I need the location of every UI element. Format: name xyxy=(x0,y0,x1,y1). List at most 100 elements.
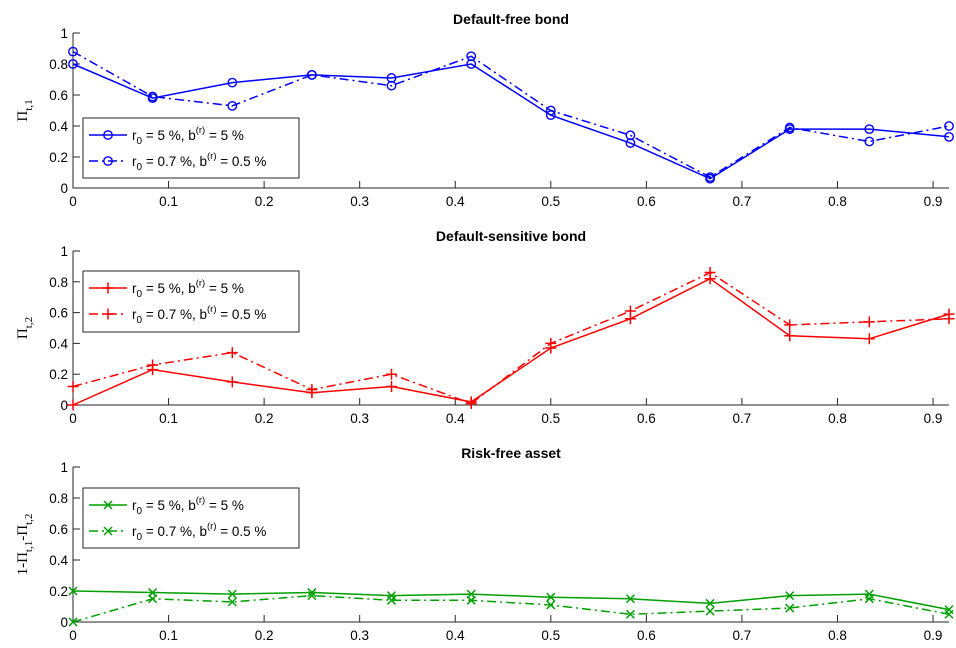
y-axis-label: Πt,1 xyxy=(15,99,35,121)
data-point xyxy=(625,609,635,619)
x-tick-label: 0.9 xyxy=(924,628,943,643)
legend-box xyxy=(82,270,300,333)
data-point xyxy=(67,381,79,393)
y-tick-label: 0 xyxy=(60,615,68,630)
x-tick-label: 0.9 xyxy=(924,194,943,209)
y-tick-label: 0.6 xyxy=(49,88,68,103)
legend: r0 = 5 %, b(r) = 5 % r0 = 0.7 %, b(r) = 0… xyxy=(82,270,300,333)
data-point xyxy=(784,122,795,133)
chart-title: Risk-free asset xyxy=(461,445,561,461)
data-point xyxy=(466,51,477,62)
x-tick-label: 0 xyxy=(69,628,77,643)
data-point xyxy=(864,136,875,147)
y-tick-label: 0.2 xyxy=(49,367,68,382)
series-dashdot xyxy=(67,267,955,409)
legend-label: r0 = 5 %, b(r) = 5 % xyxy=(132,278,244,300)
x-tick-label: 0.1 xyxy=(159,194,178,209)
data-point xyxy=(545,105,556,116)
data-point xyxy=(68,59,78,69)
x-tick-label: 0.5 xyxy=(541,411,560,426)
data-point xyxy=(103,500,113,510)
x-tick-label: 0.1 xyxy=(159,411,178,426)
data-point xyxy=(227,77,238,88)
x-tick-label: 0.5 xyxy=(541,628,560,643)
x-tick-label: 0.4 xyxy=(446,411,465,426)
x-tick-label: 0.6 xyxy=(637,411,656,426)
x-tick-label: 0.3 xyxy=(350,411,369,426)
data-point xyxy=(227,589,237,599)
data-point xyxy=(785,591,795,601)
legend: r0 = 5 %, b(r) = 5 % r0 = 0.7 %, b(r) = 0… xyxy=(82,117,300,179)
data-point xyxy=(466,595,476,605)
data-point xyxy=(944,131,954,142)
x-tick-label: 0.2 xyxy=(255,628,274,643)
y-tick-label: 0.4 xyxy=(49,119,68,134)
x-tick-label: 0.3 xyxy=(350,194,369,209)
y-tick-label: 0.2 xyxy=(49,150,68,165)
data-point xyxy=(864,124,875,135)
data-point xyxy=(944,121,954,131)
series-solid xyxy=(68,586,954,615)
chart-title: Default-free bond xyxy=(453,11,569,27)
legend-box xyxy=(82,117,300,179)
series-dashdot xyxy=(68,591,954,627)
data-point xyxy=(68,46,78,57)
y-tick-label: 0.6 xyxy=(49,306,68,321)
data-point xyxy=(784,330,796,342)
y-tick-label: 1 xyxy=(60,244,68,259)
x-tick-label: 0.6 xyxy=(637,194,656,209)
data-point xyxy=(944,609,954,619)
y-axis-label: Πt,2 xyxy=(15,317,35,339)
data-point xyxy=(705,606,715,616)
data-point xyxy=(625,130,636,141)
data-point xyxy=(148,594,158,604)
x-tick-label: 0 xyxy=(69,411,77,426)
data-point xyxy=(386,381,398,393)
data-point xyxy=(624,305,636,317)
data-point xyxy=(864,594,874,604)
legend: r0 = 5 %, b(r) = 5 % r0 = 0.7 %, b(r) = 0… xyxy=(82,487,300,549)
data-point xyxy=(103,130,113,140)
data-point xyxy=(785,603,795,613)
x-tick-label: 0.3 xyxy=(350,628,369,643)
data-point xyxy=(226,376,238,388)
x-tick-label: 0.6 xyxy=(637,628,656,643)
data-point xyxy=(307,588,317,598)
y-tick-label: 0.6 xyxy=(49,522,68,537)
data-point xyxy=(943,313,955,325)
data-point xyxy=(784,319,796,331)
series-line xyxy=(72,590,950,611)
data-point xyxy=(226,347,238,359)
y-axis-label: 1-Πt,1-Πt,2 xyxy=(15,514,35,576)
y-tick-label: 0.8 xyxy=(49,491,68,506)
chart-panel: Risk-free asset 0 0.2 0.4 0.6 0.8 1 0 0.1 0.2 0.3 0… xyxy=(15,445,954,643)
legend-box xyxy=(82,487,300,549)
x-tick-label: 0.4 xyxy=(446,628,465,643)
data-point xyxy=(227,100,238,111)
data-point xyxy=(103,526,113,536)
series-dashdot xyxy=(68,46,954,183)
legend-label: r0 = 0.7 %, b(r) = 0.5 % xyxy=(132,521,266,543)
data-point xyxy=(306,384,318,396)
data-point xyxy=(705,172,715,183)
data-point xyxy=(227,597,237,607)
data-point xyxy=(102,308,114,320)
y-tick-label: 0.2 xyxy=(49,584,68,599)
x-tick-label: 0 xyxy=(69,194,77,209)
data-point xyxy=(386,595,397,605)
y-tick-label: 0.4 xyxy=(49,336,68,351)
x-tick-label: 0.4 xyxy=(446,194,465,209)
data-point xyxy=(386,368,398,380)
data-point xyxy=(307,69,317,80)
x-tick-label: 0.1 xyxy=(159,628,178,643)
data-point xyxy=(546,600,556,610)
legend-label: r0 = 5 %, b(r) = 5 % xyxy=(132,125,244,147)
legend-label: r0 = 0.7 %, b(r) = 0.5 % xyxy=(132,304,266,326)
legend-label: r0 = 0.7 %, b(r) = 0.5 % xyxy=(132,151,266,173)
data-point xyxy=(307,591,317,601)
x-tick-label: 0.7 xyxy=(733,628,752,643)
x-tick-label: 0.2 xyxy=(255,411,274,426)
y-tick-label: 0.4 xyxy=(49,553,68,568)
data-point xyxy=(103,156,113,166)
x-tick-label: 0.9 xyxy=(924,411,943,426)
